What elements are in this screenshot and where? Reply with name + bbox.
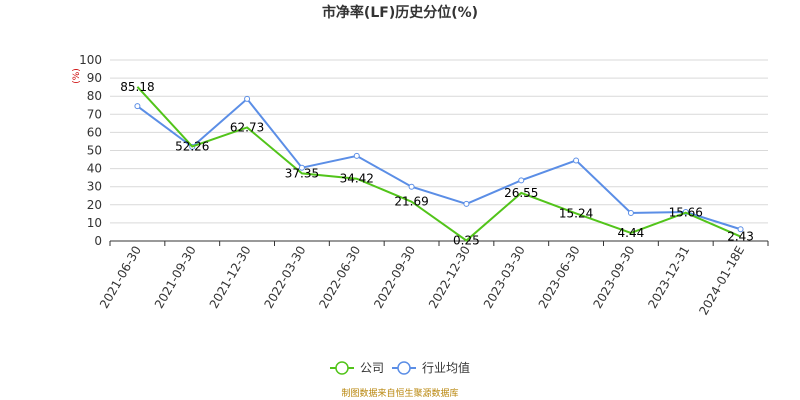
y-tick-label: 30	[87, 180, 102, 194]
x-tick-label: 2023-06-30	[536, 244, 583, 311]
series-point-1	[298, 164, 305, 171]
legend-marker-circle	[397, 361, 411, 375]
data-label: 15.66	[669, 206, 703, 220]
data-label: 2.43	[727, 230, 754, 244]
data-labels: 85.18 52.26 62.73 37.35 34.42 21.69 0.25 26.55 1…	[120, 80, 754, 248]
legend-label: 行业均值	[422, 360, 470, 375]
legend-marker-circle	[335, 361, 349, 375]
y-tick-label: 100	[79, 53, 102, 67]
data-label: 15.24	[559, 206, 593, 220]
source-note: 制图数据来自恒生聚源数据库	[341, 387, 458, 399]
legend-item-1[interactable]: 行业均值	[392, 360, 470, 375]
legend[interactable]: 公司 行业均值	[330, 360, 470, 375]
y-tick-label: 70	[87, 107, 102, 121]
chart-title: 市净率(LF)历史分位(%)	[322, 4, 478, 21]
y-tick-label: 10	[87, 216, 102, 230]
x-tick-label: 2022-03-30	[262, 244, 309, 311]
series-point-1	[737, 226, 744, 233]
series-point-1	[627, 209, 634, 216]
x-tick-label: 2022-09-30	[371, 244, 418, 311]
legend-item-0[interactable]: 公司	[330, 361, 384, 375]
series-line-0	[136, 86, 741, 242]
series-layer	[134, 86, 744, 242]
y-tick-label: 90	[87, 71, 102, 85]
data-label: 4.44	[618, 226, 645, 240]
y-axis-ticks: 0 10 20 30 40 50 60 70 80 90 100	[79, 53, 102, 248]
x-axis: 2021-06-30 2021-09-30 2021-12-30 2022-03-30…	[97, 240, 769, 318]
y-axis-unit: (%)	[72, 68, 82, 84]
legend-label: 公司	[360, 361, 384, 375]
x-tick-label: 2023-09-30	[591, 244, 638, 311]
series-point-1	[353, 152, 360, 159]
series-point-1	[408, 183, 415, 190]
data-label: 52.26	[175, 139, 209, 153]
series-point-1	[244, 95, 251, 102]
series-line-1	[136, 97, 741, 231]
series-point-1	[463, 200, 470, 207]
y-tick-label: 80	[87, 89, 102, 103]
data-label: 62.73	[230, 120, 264, 134]
data-label: 21.69	[394, 195, 428, 209]
x-tick-label: 2021-09-30	[152, 244, 199, 311]
series-point-1	[134, 103, 141, 110]
x-tick-label: 2021-12-30	[207, 243, 254, 310]
series-point-1	[518, 177, 525, 184]
x-tick-label: 2023-12-31	[645, 244, 692, 311]
x-tick-label: 2021-06-30	[97, 244, 144, 311]
data-label: 37.35	[285, 166, 319, 180]
y-tick-label: 40	[87, 162, 102, 176]
series-point-1	[573, 157, 580, 164]
x-tick-label: 2022-06-30	[316, 244, 363, 311]
data-label: 0.25	[453, 234, 480, 248]
grid-lines	[110, 59, 768, 224]
y-tick-label: 20	[87, 198, 102, 212]
x-tick-label: 2024-01-18E	[696, 244, 747, 318]
x-tick-label: 2023-03-30	[481, 244, 528, 311]
x-tick-label: 2022-12-30	[426, 243, 473, 310]
y-tick-label: 60	[87, 125, 102, 139]
data-label: 26.55	[504, 186, 538, 200]
data-label: 85.18	[120, 80, 154, 94]
y-tick-label: 50	[87, 144, 102, 158]
y-tick-label: 0	[94, 234, 102, 248]
data-label: 34.42	[340, 172, 374, 186]
